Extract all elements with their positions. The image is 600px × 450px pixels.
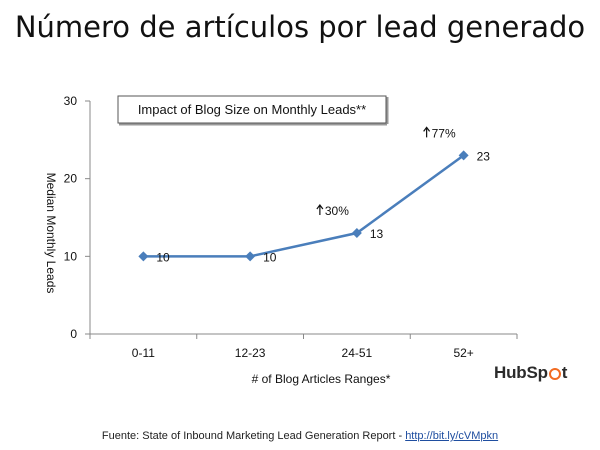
up-arrow-icon	[423, 126, 431, 138]
up-arrow-icon	[316, 204, 324, 216]
data-point	[458, 150, 469, 161]
annotation-label: 77%	[432, 126, 456, 140]
y-tick-label: 0	[70, 327, 77, 341]
y-tick-labels: 0 10 20 30	[64, 94, 78, 341]
data-label: 10	[156, 250, 170, 264]
series-points	[138, 150, 469, 262]
data-point	[351, 228, 362, 239]
annotations: 30% 77%	[316, 126, 456, 218]
x-axis-label: # of Blog Articles Ranges*	[252, 372, 391, 386]
chart-axes	[85, 100, 518, 339]
annotation-label: 30%	[325, 204, 349, 218]
data-label: 13	[370, 227, 384, 241]
x-tick-label: 52+	[453, 346, 473, 360]
x-tick-label: 24-51	[342, 346, 373, 360]
footer-source: Fuente: State of Inbound Marketing Lead …	[0, 430, 600, 442]
chart-title: Impact of Blog Size on Monthly Leads**	[138, 102, 366, 117]
data-label: 10	[263, 250, 277, 264]
y-axis-label: Median Monthly Leads	[44, 173, 58, 294]
x-tick-label: 12-23	[235, 346, 266, 360]
y-tick-label: 20	[64, 172, 78, 186]
y-tick-label: 30	[64, 94, 78, 108]
footer-text: Fuente: State of Inbound Marketing Lead …	[101, 430, 406, 442]
x-tick-labels: 0-11 12-23 24-51 52+	[132, 346, 474, 360]
source-link[interactable]: http://bit.ly/cVMpkn	[405, 430, 499, 442]
sprocket-icon	[548, 368, 561, 380]
data-label: 23	[477, 149, 491, 163]
data-point	[138, 251, 149, 262]
slide-title: Número de artículos por lead generado	[14, 10, 586, 44]
x-tick-label: 0-11	[132, 346, 155, 360]
chart-title-box: Impact of Blog Size on Monthly Leads**	[117, 95, 389, 126]
data-labels: 10 10 13 23	[156, 149, 490, 264]
data-point	[245, 251, 256, 262]
series-line	[143, 154, 465, 258]
y-tick-label: 10	[64, 249, 78, 263]
hubspot-logo: HubSp t	[494, 363, 568, 382]
